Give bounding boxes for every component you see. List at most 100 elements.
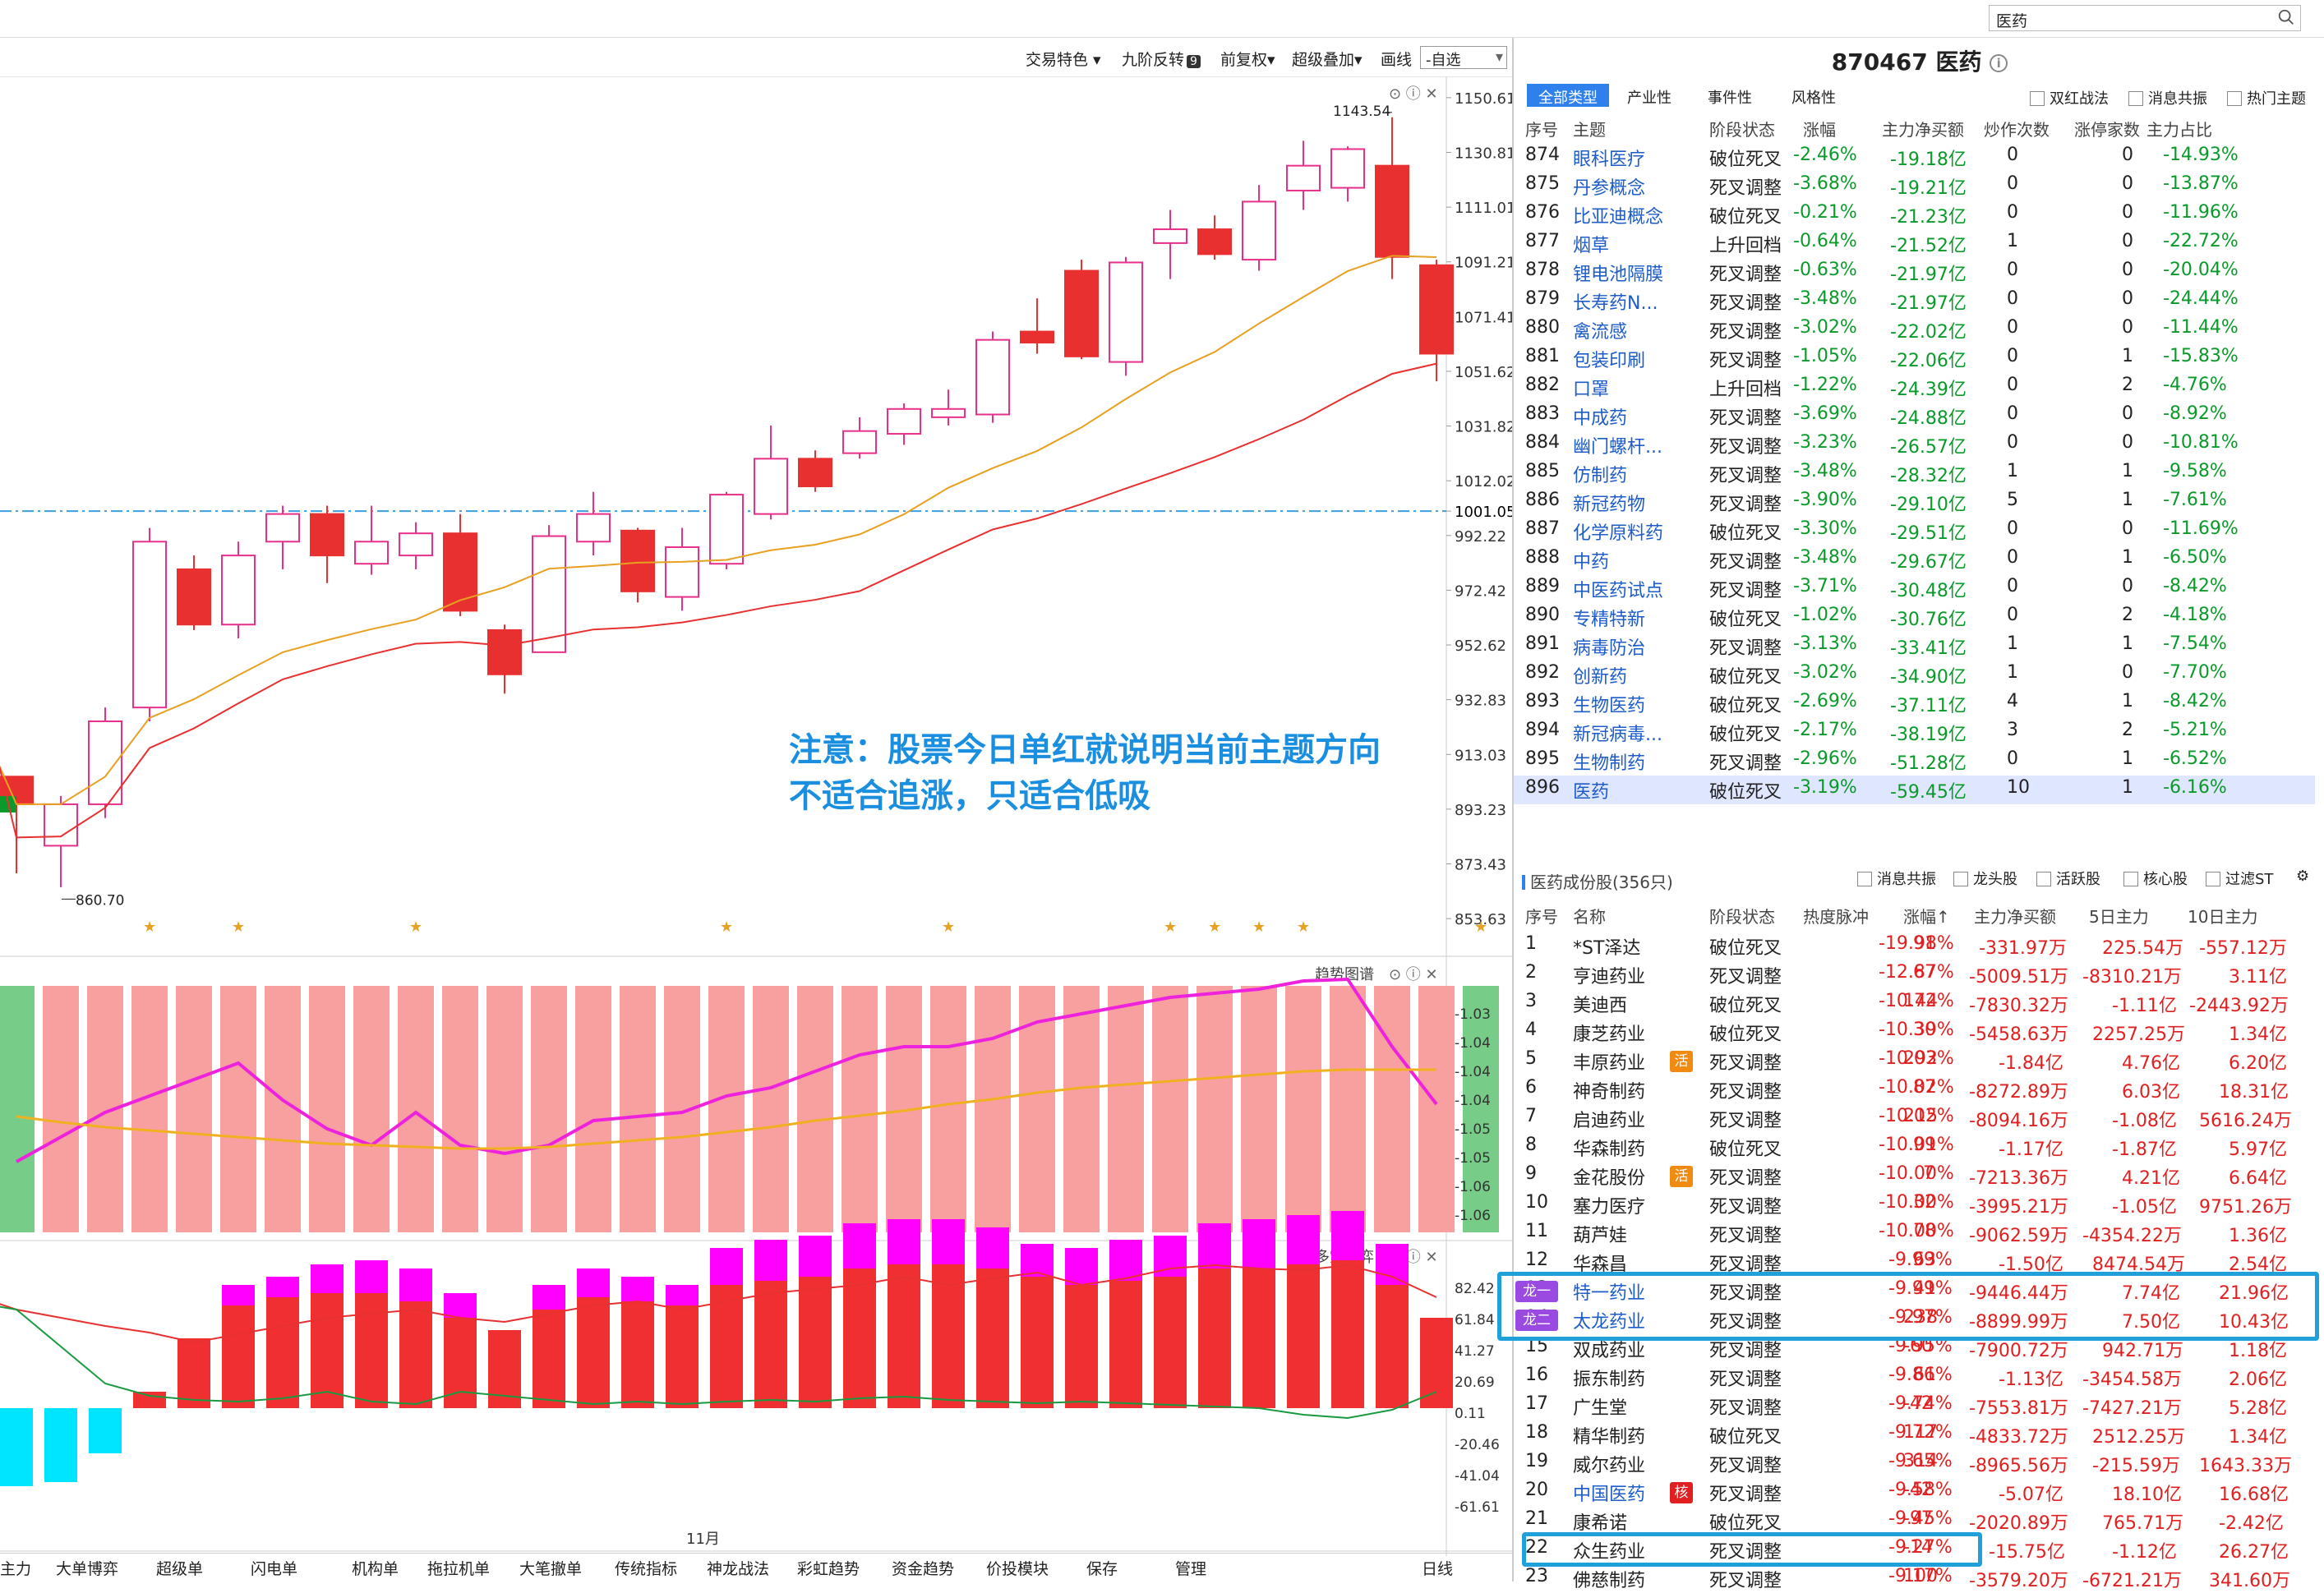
stock-row[interactable]: 21 康希诺 破位死叉 -97 -9.45% -2020.89万 765.71万 -2.42亿 bbox=[1514, 1507, 2315, 1535]
indicator-tab-6[interactable]: 大笔撤单 bbox=[519, 1560, 583, 1578]
filter-check-2[interactable]: 热门主题 bbox=[2227, 87, 2306, 108]
theme-header-7[interactable]: 主力占比 bbox=[2146, 120, 2212, 140]
stock-row[interactable]: 1 *ST泽达 破位死叉 91 -19.98% -331.97万 225.54万 -557.1… bbox=[1514, 932, 2315, 960]
theme-row[interactable]: 886 新冠药物 死叉调整 -3.90% -29.10亿 5 1 -7.61% bbox=[1514, 488, 2315, 517]
filter-check-1[interactable]: 消息共振 bbox=[2128, 87, 2207, 108]
stock-filter-1[interactable]: 龙头股 bbox=[1953, 868, 2017, 889]
stock-row[interactable]: 10 塞力医疗 死叉调整 32 -10.00% -3995.21万 -1.05亿 9751.2… bbox=[1514, 1190, 2315, 1219]
theme-row[interactable]: 884 幽门螺杆... 死叉调整 -3.23% -26.57亿 0 0 -10.81% bbox=[1514, 430, 2315, 459]
indicator-tab-5[interactable]: 拖拉机单 bbox=[427, 1560, 491, 1578]
theme-row[interactable]: 893 生物医药 破位死叉 -2.69% -37.11亿 4 1 -8.42% bbox=[1514, 689, 2315, 718]
theme-tab-0[interactable]: 全部类型 bbox=[1527, 84, 1609, 107]
stock-row[interactable]: 14太龙药业死叉调整238-9.97%-8899.99万7.50亿10.43亿龙… bbox=[1514, 1305, 2315, 1334]
stock-row[interactable]: 8 华森制药 破位死叉 99 -10.01% -1.17亿 -1.87亿 5.97亿 bbox=[1514, 1133, 2315, 1162]
theme-header-5[interactable]: 炒作次数 bbox=[1984, 120, 2050, 140]
theme-row[interactable]: 875 丹参概念 死叉调整 -3.68% -19.21亿 0 0 -13.87% bbox=[1514, 172, 2315, 200]
settings-icon[interactable]: ⚙ bbox=[2296, 868, 2310, 885]
info-icon[interactable]: i bbox=[1990, 54, 2008, 72]
theme-row[interactable]: 888 中药 死叉调整 -3.48% -29.67亿 0 1 -6.50% bbox=[1514, 546, 2315, 574]
stock-row[interactable]: 23 佛慈制药 死叉调整 100 -9.17% -3579.20万 -6721.21万 341… bbox=[1514, 1564, 2315, 1593]
checkbox-icon[interactable] bbox=[2036, 872, 2051, 886]
stock-header-6[interactable]: 5日主力 bbox=[2089, 907, 2149, 927]
checkbox-icon[interactable] bbox=[2227, 91, 2242, 106]
theme-header-4[interactable]: 主力净买额 bbox=[1882, 120, 1964, 140]
watchlist-select[interactable]: -自选 ▾ bbox=[1420, 46, 1507, 69]
theme-row[interactable]: 877 烟草 上升回档 -0.64% -21.52亿 1 0 -22.72% bbox=[1514, 229, 2315, 258]
stock-row[interactable]: 17 广生堂 死叉调整 -42 -9.74% -7553.81万 -7427.21万 5.28… bbox=[1514, 1392, 2315, 1420]
stock-row[interactable]: 9 金花股份 死叉调整 7 -10.00% -7213.36万 4.21亿 6.64亿 活 bbox=[1514, 1162, 2315, 1190]
theme-row[interactable]: 878 锂电池隔膜 死叉调整 -0.63% -21.97亿 0 0 -20.04% bbox=[1514, 258, 2315, 287]
kline-chart[interactable]: 1150.61 1130.81 1111.01 1091.21 1071.41 1051.… bbox=[0, 77, 1515, 1556]
stock-row[interactable]: 7 启迪药业 死叉调整 215 -10.02% -8094.16万 -1.08亿 5616.2… bbox=[1514, 1104, 2315, 1133]
indicator-tab-3[interactable]: 闪电单 bbox=[251, 1560, 298, 1578]
theme-row[interactable]: 883 中成药 死叉调整 -3.69% -24.88亿 0 0 -8.92% bbox=[1514, 402, 2315, 430]
theme-row[interactable]: 880 禽流感 死叉调整 -3.02% -22.02亿 0 0 -11.44% bbox=[1514, 315, 2315, 344]
indicator-tab-14[interactable]: 日线 bbox=[1422, 1560, 1454, 1578]
stock-header-2[interactable]: 阶段状态 bbox=[1709, 907, 1775, 927]
indicator-tab-12[interactable]: 保存 bbox=[1086, 1560, 1118, 1578]
checkbox-icon[interactable] bbox=[2206, 872, 2220, 886]
checkbox-icon[interactable] bbox=[1953, 872, 1968, 886]
stock-header-3[interactable]: 热度脉冲 bbox=[1803, 907, 1869, 927]
stock-header-0[interactable]: 序号 bbox=[1525, 907, 1558, 927]
theme-row[interactable]: 876 比亚迪概念 破位死叉 -0.21% -21.23亿 0 0 -11.96% bbox=[1514, 200, 2315, 229]
theme-row[interactable]: 896 医药 破位死叉 -3.19% -59.45亿 10 1 -6.16% bbox=[1514, 776, 2315, 804]
stock-filter-2[interactable]: 活跃股 bbox=[2036, 868, 2100, 889]
indicator-tab-10[interactable]: 资金趋势 bbox=[892, 1560, 955, 1578]
theme-header-2[interactable]: 阶段状态 bbox=[1709, 120, 1775, 140]
indicator-tab-13[interactable]: 管理 bbox=[1175, 1560, 1207, 1578]
indicator-tab-1[interactable]: 大单博弈 bbox=[56, 1560, 119, 1578]
theme-tab-1[interactable]: 产业性 bbox=[1627, 90, 1672, 107]
stock-row[interactable]: 4 康芝药业 破位死叉 30 -10.39% -5458.63万 2257.25万 1.34亿 bbox=[1514, 1018, 2315, 1047]
theme-row[interactable]: 895 生物制药 死叉调整 -2.96% -51.28亿 0 1 -6.52% bbox=[1514, 747, 2315, 776]
indicator-tab-4[interactable]: 机构单 bbox=[352, 1560, 399, 1578]
theme-row[interactable]: 890 专精特新 破位死叉 -1.02% -30.76亿 0 2 -4.18% bbox=[1514, 603, 2315, 632]
stock-row[interactable]: 16 振东制药 死叉调整 61 -9.86% -1.13亿 -3454.58万 2.06亿 bbox=[1514, 1363, 2315, 1392]
theme-header-6[interactable]: 涨停家数 bbox=[2074, 120, 2140, 140]
theme-row[interactable]: 892 创新药 破位死叉 -3.02% -34.90亿 1 0 -7.70% bbox=[1514, 661, 2315, 689]
theme-row[interactable]: 885 仿制药 死叉调整 -3.48% -28.32亿 1 1 -9.58% bbox=[1514, 459, 2315, 488]
chart-area[interactable]: 1150.61 1130.81 1111.01 1091.21 1071.41 1051.… bbox=[0, 77, 1515, 1556]
theme-header-0[interactable]: 序号 bbox=[1525, 120, 1558, 140]
toolbar-nine-reversal[interactable]: 九阶反转 9 bbox=[1122, 48, 1201, 70]
toolbar-adjust[interactable]: 前复权▾ bbox=[1220, 51, 1275, 69]
stock-row[interactable]: 22 众生药业 死叉调整 -14 -9.27% -15.75亿 -1.12亿 26.27亿 bbox=[1514, 1535, 2315, 1564]
search-input[interactable]: 医药 bbox=[1989, 5, 2301, 31]
stock-row[interactable]: 12 华森昌 死叉调整 63 -9.99% -1.50亿 8474.54万 2.54亿 bbox=[1514, 1248, 2315, 1277]
search-icon[interactable] bbox=[2277, 8, 2295, 26]
stock-filter-3[interactable]: 核心股 bbox=[2123, 868, 2188, 889]
theme-row[interactable]: 874 眼科医疗 破位死叉 -2.46% -19.18亿 0 0 -14.93% bbox=[1514, 143, 2315, 172]
checkbox-icon[interactable] bbox=[2030, 91, 2045, 106]
indicator-tab-0[interactable]: 主力 bbox=[0, 1560, 32, 1578]
stock-row[interactable]: 2 亨迪药业 死叉调整 67 -12.87% -5009.51万 -8310.21万 3.11… bbox=[1514, 960, 2315, 989]
checkbox-icon[interactable] bbox=[2128, 91, 2143, 106]
indicator-tab-2[interactable]: 超级单 bbox=[156, 1560, 204, 1578]
stock-row[interactable]: 18 精华制药 破位死叉 117 -9.72% -4833.72万 2512.25万 1.34… bbox=[1514, 1420, 2315, 1449]
stock-row[interactable]: 6 神奇制药 死叉调整 87 -10.02% -8272.89万 6.03亿 18.31亿 bbox=[1514, 1075, 2315, 1104]
indicator-tab-9[interactable]: 彩虹趋势 bbox=[797, 1560, 860, 1578]
toolbar-draw[interactable]: 画线 bbox=[1381, 51, 1413, 69]
toolbar-trade-feature[interactable]: 交易特色 ▾ bbox=[1026, 51, 1101, 69]
stock-row[interactable]: 15 双成药业 死叉调整 -60 -9.95% -7900.72万 942.71万 1.18亿 bbox=[1514, 1334, 2315, 1363]
stock-header-1[interactable]: 名称 bbox=[1573, 907, 1606, 927]
toolbar-overlay[interactable]: 超级叠加▾ bbox=[1292, 51, 1363, 69]
theme-row[interactable]: 891 病毒防治 死叉调整 -3.13% -33.41亿 1 1 -7.54% bbox=[1514, 632, 2315, 661]
indicator-tab-11[interactable]: 价投模块 bbox=[986, 1560, 1049, 1578]
stock-row[interactable]: 20 中国医药 死叉调整 -42 -9.58% -5.07亿 18.10亿 16.68亿 核 bbox=[1514, 1478, 2315, 1507]
theme-tab-2[interactable]: 事件性 bbox=[1708, 90, 1752, 107]
stock-header-7[interactable]: 10日主力 bbox=[2188, 907, 2258, 927]
checkbox-icon[interactable] bbox=[1857, 872, 1872, 886]
theme-row[interactable]: 879 长寿药N... 死叉调整 -3.48% -21.97亿 0 0 -24.44% bbox=[1514, 287, 2315, 315]
stock-header-5[interactable]: 主力净买额 bbox=[1974, 907, 2056, 927]
theme-row[interactable]: 881 包装印刷 死叉调整 -1.05% -22.06亿 0 1 -15.83% bbox=[1514, 344, 2315, 373]
theme-row[interactable]: 882 口罩 上升回档 -1.22% -24.39亿 0 2 -4.76% bbox=[1514, 373, 2315, 402]
indicator-tab-7[interactable]: 传统指标 bbox=[615, 1560, 678, 1578]
theme-header-3[interactable]: 涨幅 bbox=[1803, 120, 1836, 140]
stock-row[interactable]: 11 葫芦娃 死叉调整 78 -10.00% -9062.59万 -4354.22万 1.36… bbox=[1514, 1219, 2315, 1248]
stock-filter-4[interactable]: 过滤ST bbox=[2206, 868, 2273, 889]
theme-header-1[interactable]: 主题 bbox=[1573, 120, 1606, 140]
filter-check-0[interactable]: 双红战法 bbox=[2030, 87, 2109, 108]
stock-filter-0[interactable]: 消息共振 bbox=[1857, 868, 1936, 889]
theme-row[interactable]: 894 新冠病毒... 破位死叉 -2.17% -38.19亿 3 2 -5.21% bbox=[1514, 718, 2315, 747]
